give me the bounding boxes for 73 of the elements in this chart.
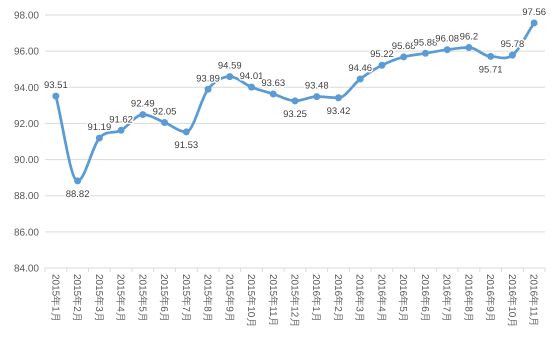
- x-tick-label: 2016年11月: [528, 274, 540, 327]
- x-tick-label: 2015年3月: [92, 274, 105, 322]
- x-tick-label: 2015年1月: [49, 274, 62, 322]
- data-label: 97.56: [522, 6, 546, 18]
- data-label: 93.89: [196, 73, 220, 84]
- point: [52, 92, 60, 100]
- point: [139, 111, 146, 118]
- x-tick-label: 2016年6月: [418, 274, 431, 322]
- x-tick-label: 2015年7月: [180, 274, 192, 322]
- point: [334, 94, 342, 102]
- data-label: 91.19: [87, 122, 112, 134]
- x-tick-label: 2015年4月: [114, 274, 127, 322]
- y-tick-label: 98.00: [14, 10, 40, 22]
- point: [182, 128, 190, 136]
- y-tick-label: 90.00: [14, 155, 40, 166]
- data-label: 93.48: [304, 80, 329, 92]
- y-tick-label: 96.00: [14, 46, 40, 58]
- data-label: 93.25: [283, 108, 307, 120]
- point: [422, 50, 429, 57]
- point: [204, 86, 212, 93]
- point: [487, 52, 494, 60]
- y-tick-label: 94.00: [14, 82, 40, 94]
- data-label: 96.2: [460, 32, 478, 43]
- data-label: 95.71: [478, 64, 503, 76]
- point: [292, 97, 298, 104]
- point: [400, 53, 408, 60]
- x-tick-label: 2015年2月: [71, 274, 84, 322]
- x-tick-label: 2016年8月: [462, 274, 474, 322]
- point: [356, 75, 364, 82]
- data-label: 93.63: [261, 78, 286, 89]
- data-label: 94.46: [348, 62, 372, 74]
- data-label: 92.49: [130, 98, 155, 110]
- y-tick-label: 92.00: [14, 118, 40, 130]
- point: [226, 73, 234, 80]
- x-tick-label: 2015年5月: [136, 274, 148, 322]
- x-tick-label: 2015年10月: [245, 274, 258, 328]
- x-tick-label: 2015年11月: [266, 274, 279, 327]
- data-label: 93.42: [326, 106, 350, 117]
- x-tick-label: 2015年8月: [202, 274, 214, 322]
- x-tick-label: 2016年3月: [354, 274, 366, 322]
- data-label: 91.53: [174, 140, 198, 151]
- point: [444, 46, 451, 54]
- x-tick-label: 2016年5月: [397, 274, 410, 322]
- x-tick-label: 2016年1月: [310, 274, 322, 322]
- x-tick-label: 2016年7月: [440, 274, 453, 322]
- x-tick-label: 2016年4月: [375, 274, 388, 322]
- point: [74, 177, 82, 184]
- point: [378, 62, 386, 69]
- point: [248, 84, 256, 91]
- point: [118, 126, 125, 134]
- data-label: 93.51: [44, 80, 68, 92]
- point: [508, 52, 516, 59]
- y-tick-label: 86.00: [14, 227, 40, 238]
- point: [313, 93, 320, 100]
- data-label: 88.82: [66, 188, 90, 200]
- point: [530, 19, 538, 26]
- point: [161, 119, 168, 126]
- x-tick-label: 2015年6月: [158, 274, 170, 322]
- y-tick-label: 88.00: [14, 191, 40, 202]
- data-label: 95.88: [414, 37, 438, 48]
- x-tick-label: 2016年10月: [506, 274, 518, 328]
- data-label: 91.62: [109, 114, 133, 126]
- x-tick-label: 2015年9月: [223, 274, 236, 322]
- point: [270, 90, 277, 98]
- point: [465, 44, 472, 52]
- data-label: 94.59: [218, 60, 242, 72]
- data-label: 92.05: [152, 106, 176, 118]
- data-label: 95.22: [370, 49, 394, 60]
- x-tick-label: 2016年2月: [332, 274, 344, 322]
- y-tick-label: 84.00: [14, 264, 40, 274]
- x-tick-label: 2016年9月: [484, 274, 496, 322]
- x-tick-label: 2015年12月: [288, 274, 300, 328]
- point: [96, 134, 103, 142]
